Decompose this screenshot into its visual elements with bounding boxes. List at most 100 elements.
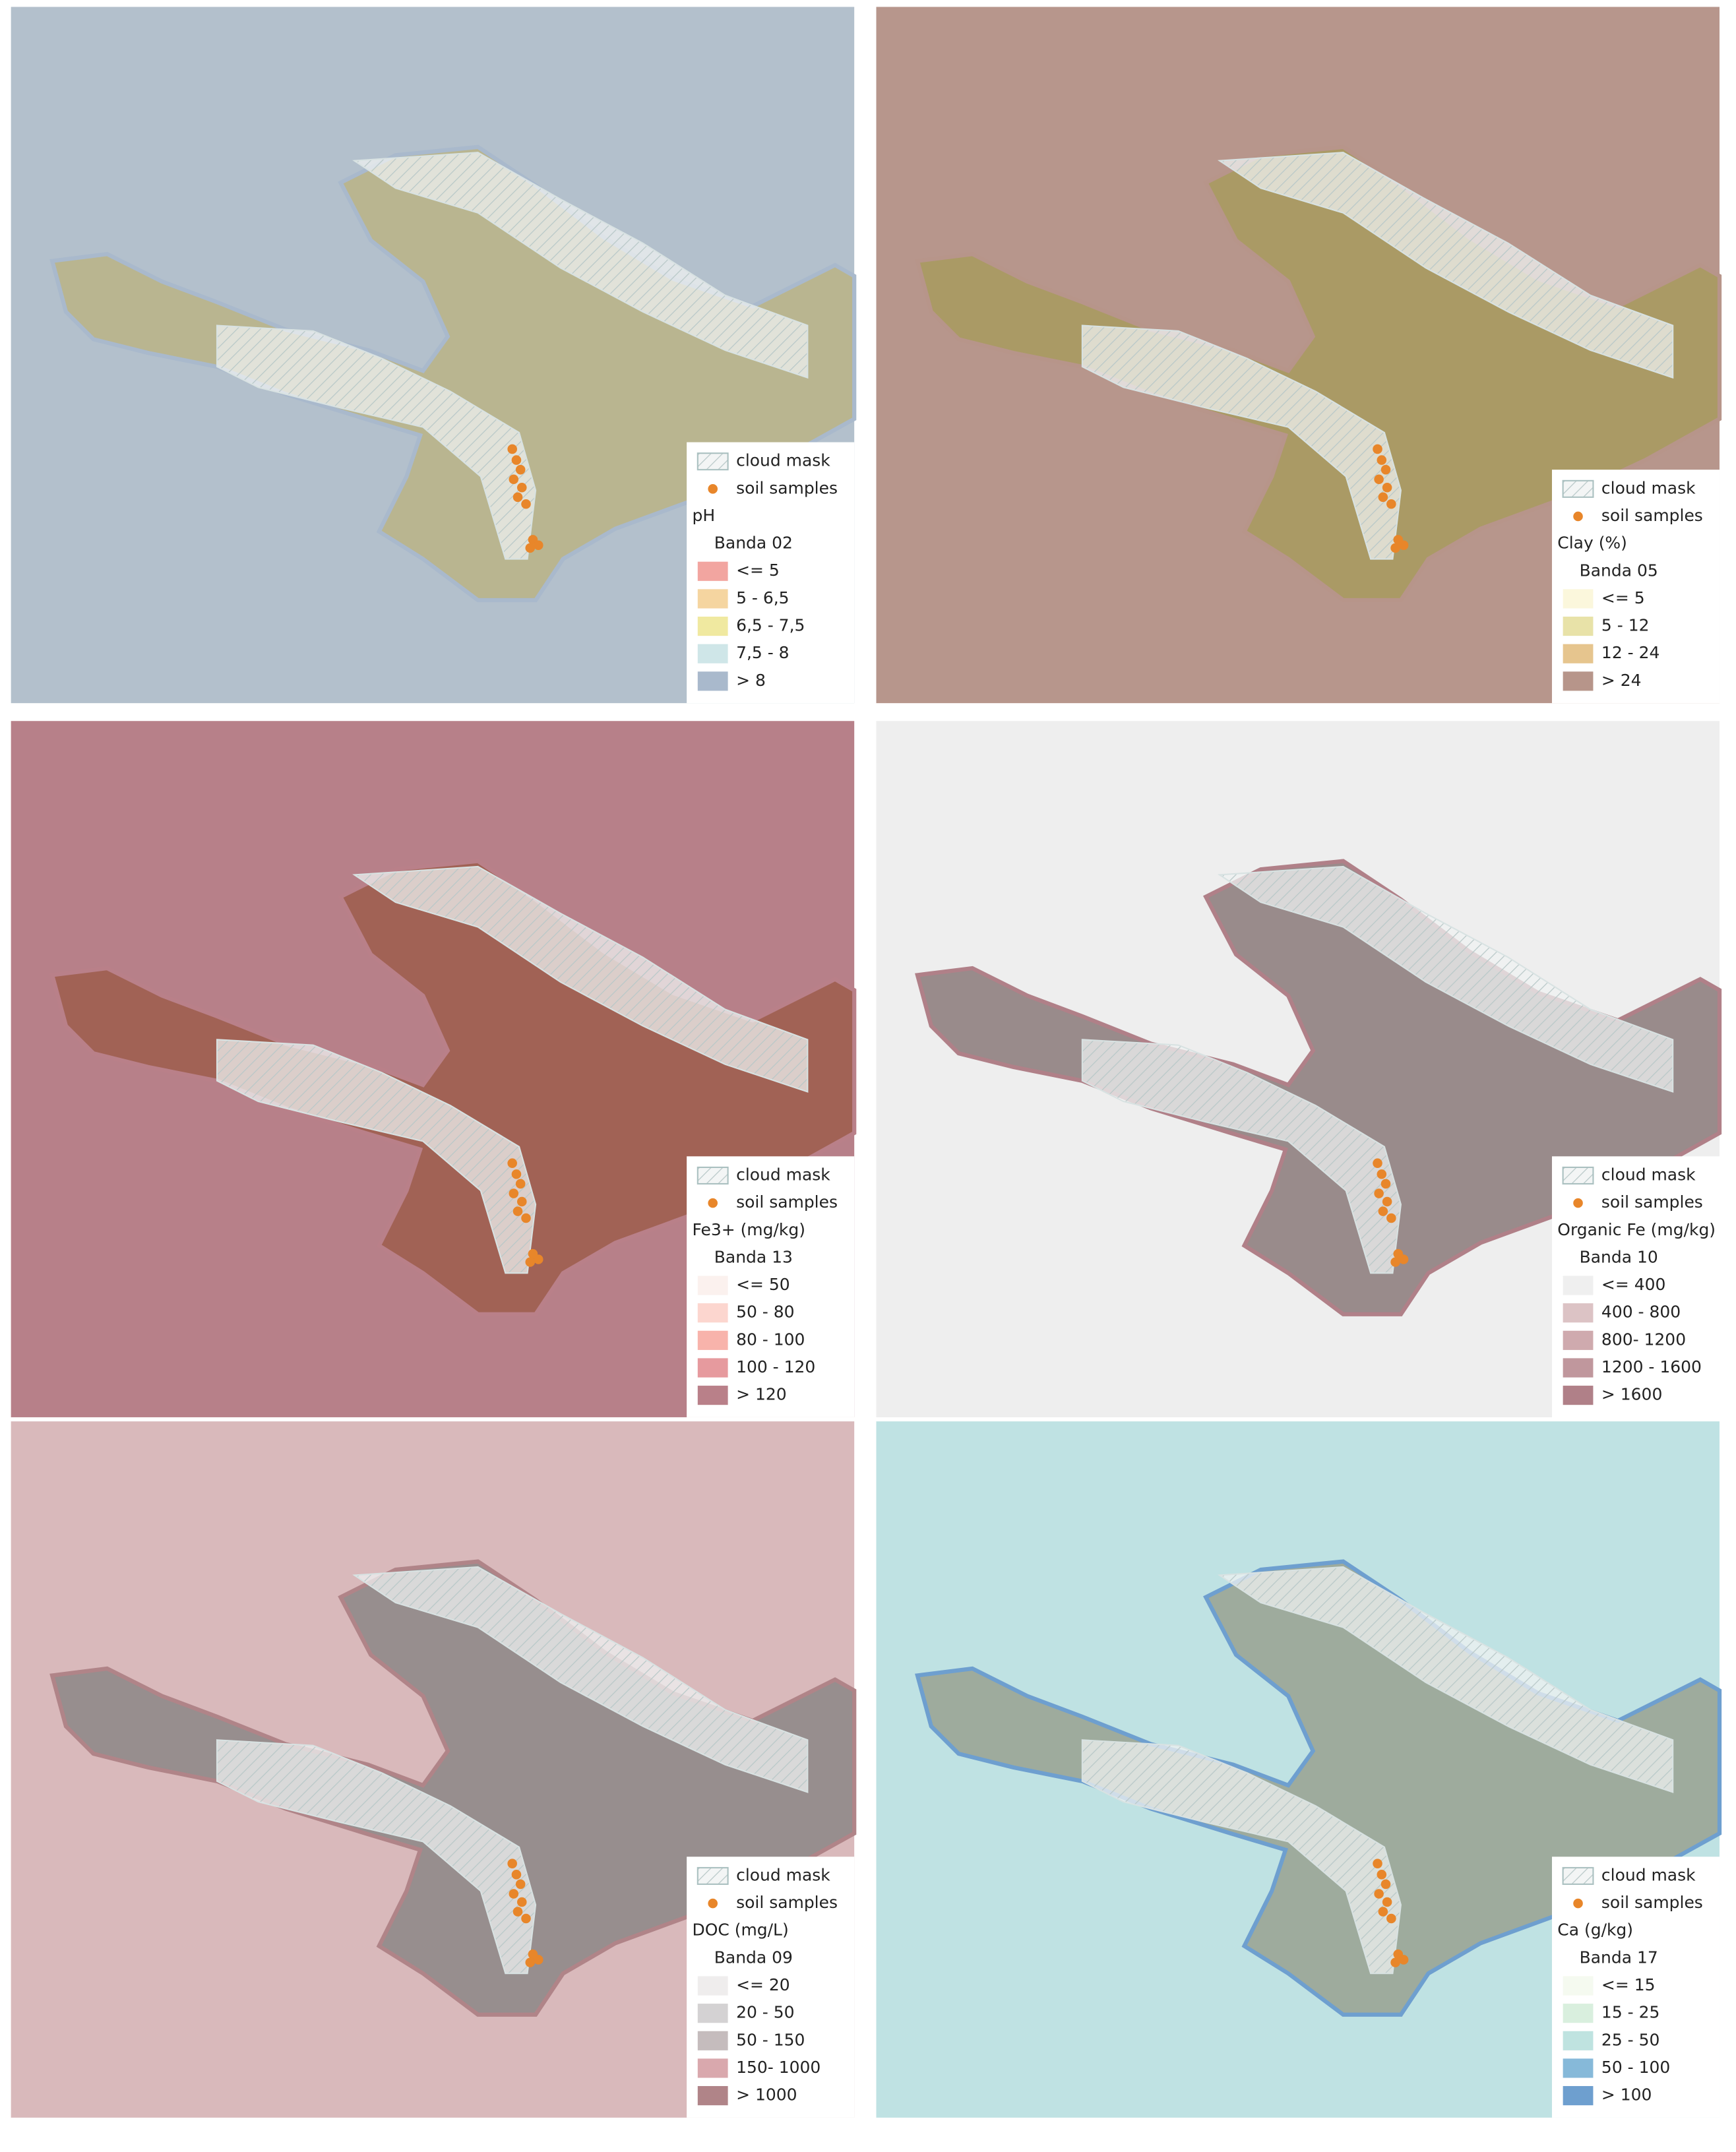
soil-sample [511,1169,522,1179]
land [915,859,1722,1316]
soil-sample [509,1889,519,1899]
soil-sample [509,474,519,485]
legend-swatch [697,1866,729,1885]
soil-sample [1374,474,1384,485]
soil-sample [1378,492,1388,503]
legend-label: <= 5 [736,561,780,580]
soil-sample [1374,1889,1384,1899]
soil-sample [521,1213,531,1223]
legend-label: 12 - 24 [1601,643,1659,662]
legend-label: 7,5 - 8 [736,643,789,662]
soil-sample [1380,1879,1391,1890]
legend-label: cloud mask [1601,1165,1696,1184]
cloud-mask [1217,152,1674,379]
legend-swatch [1563,2004,1594,2023]
map-panel: cloud mask soil samples Fe3+ (mg/kg) Banda … [11,721,857,1417]
legend-label: 20 - 50 [736,2003,794,2022]
legend-swatch [697,1358,728,1378]
legend-swatch [697,671,728,691]
legend-swatch [697,616,728,636]
legend-swatch [1573,1898,1583,1909]
legend-swatch [708,1898,718,1909]
legend-label: soil samples [736,478,838,497]
legend-label: <= 400 [1601,1275,1665,1294]
legend-label: 800- 1200 [1601,1330,1686,1349]
soil-sample [1386,1213,1396,1223]
soil-sample [1382,482,1392,493]
legend-label: 15 - 25 [1601,2003,1659,2022]
legend-title: Clay (%) [1557,534,1627,553]
legend-swatch [697,561,728,581]
legend-swatch [697,1976,728,1996]
soil-sample [525,543,536,553]
legend-swatch [1563,2058,1594,2078]
legend-swatch [697,589,728,609]
legend: cloud mask soil samples Clay (%) Banda 05 <=… [1551,470,1720,704]
legend-band: Banda 09 [714,1948,793,1967]
legend-label: > 120 [736,1385,787,1404]
legend-band: Banda 05 [1580,561,1658,580]
soil-sample [1386,1913,1396,1924]
legend-label: cloud mask [736,1165,830,1184]
legend-label: 100 - 120 [736,1357,815,1376]
soil-sample [1373,1859,1382,1868]
legend-swatch [697,2004,728,2023]
legend-label: <= 15 [1601,1975,1656,1994]
soil-sample [1378,1907,1388,1917]
legend-swatch [697,2031,728,2050]
soil-sample [516,1897,527,1907]
legend-swatch [697,1386,728,1405]
legend-label: soil samples [736,1192,838,1212]
legend-label: > 1600 [1601,1385,1662,1404]
soil-sample [1390,543,1400,553]
soil-sample [1382,1897,1392,1907]
soil-sample [512,1206,523,1216]
legend-label: soil samples [1601,506,1703,525]
land [49,859,857,1316]
legend-swatch [697,2058,728,2078]
soil-sample [1373,444,1382,454]
legend-swatch [1562,1166,1594,1184]
legend: cloud mask soil samples DOC (mg/L) Banda 09… [687,1857,855,2118]
legend-label: <= 5 [1601,588,1645,607]
soil-sample [533,540,543,550]
soil-sample [1390,1257,1400,1267]
cloud-mask [216,1739,537,1975]
legend-label: <= 20 [736,1975,790,1994]
legend-band: Banda 13 [714,1247,793,1266]
legend-label: > 1000 [736,2085,797,2105]
soil-sample [1398,540,1409,550]
soil-sample [512,1907,523,1917]
map-panel: cloud mask soil samples Ca (g/kg) Banda 17 <… [876,1421,1722,2118]
legend-title: pH [692,506,715,525]
soil-sample [509,1188,519,1198]
legend: cloud mask soil samples Organic Fe (mg/kg)… [1551,1156,1720,1417]
legend-title: Fe3+ (mg/kg) [692,1220,805,1239]
legend-swatch [1563,1976,1594,1996]
soil-sample [533,1254,543,1264]
soil-sample [1377,455,1387,465]
legend-label: 80 - 100 [736,1330,805,1349]
legend-band: Banda 10 [1580,1247,1658,1266]
cloud-mask [1081,1739,1402,1975]
soil-sample [1398,1254,1409,1264]
soil-sample [515,1179,526,1189]
soil-sample [525,1257,536,1267]
legend-swatch [697,644,728,663]
soil-sample [1382,1196,1392,1207]
soil-sample [516,482,527,493]
soil-sample [521,1913,531,1924]
map-panel: cloud mask soil samples DOC (mg/L) Banda 09… [11,1421,857,2118]
cloud-mask [216,1039,537,1274]
cloud-mask [352,152,809,379]
legend-swatch [708,484,718,494]
legend-label: 50 - 150 [736,2030,805,2049]
legend-label: 400 - 800 [1601,1303,1681,1322]
soil-sample [525,1957,536,1967]
cloud-mask [352,1566,809,1793]
soil-sample [511,1870,522,1880]
legend-title: Organic Fe (mg/kg) [1557,1220,1716,1239]
legend-label: 150- 1000 [736,2058,821,2077]
map-panel: cloud mask soil samples Organic Fe (mg/kg)… [876,721,1722,1417]
legend-title: DOC (mg/L) [692,1921,788,1940]
